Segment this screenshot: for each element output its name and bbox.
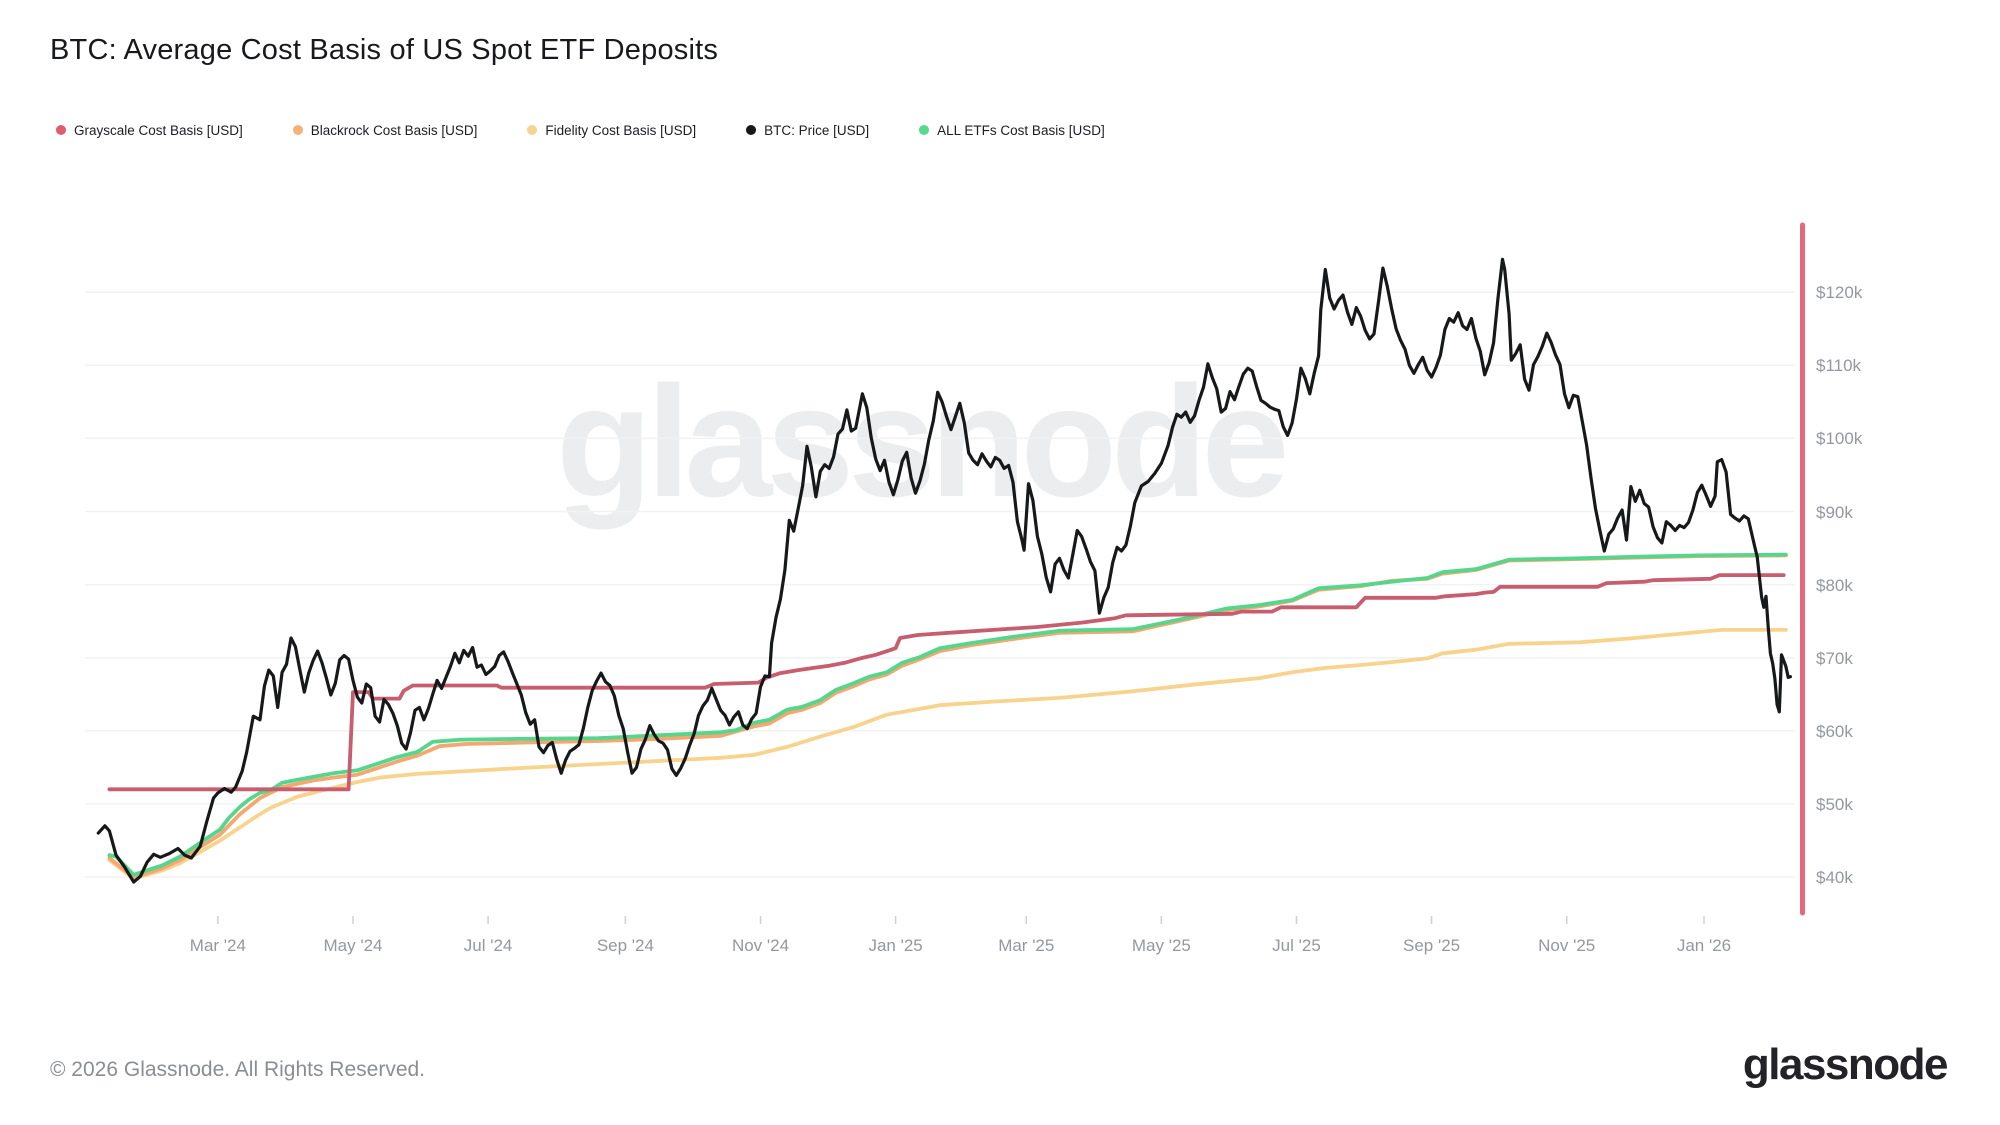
x-axis-label-Sep-24: Sep '24: [596, 936, 654, 955]
page-title: BTC: Average Cost Basis of US Spot ETF D…: [50, 34, 719, 66]
x-axis-label-Mar-24: Mar '24: [189, 936, 246, 955]
legend: Grayscale Cost Basis [USD] Blackrock Cost…: [56, 121, 1105, 139]
x-axis-label-Jan-26: Jan '26: [1676, 936, 1732, 955]
legend-label-grayscale: Grayscale Cost Basis [USD]: [74, 122, 243, 138]
glassnode-watermark: glassnode: [556, 354, 1289, 530]
y-axis-label-$40k: $40k: [1816, 868, 1853, 887]
legend-label-all_etfs: ALL ETFs Cost Basis [USD]: [937, 122, 1105, 138]
y-axis-label-$120k: $120k: [1816, 283, 1863, 303]
series-line-blackrock[interactable]: [107, 553, 1788, 880]
x-axis-label-Jan-25: Jan '25: [868, 936, 923, 955]
legend-label-fidelity: Fidelity Cost Basis [USD]: [545, 122, 697, 138]
legend-item-btc[interactable]: BTC: Price [USD]: [746, 123, 869, 138]
y-axis-label-$50k: $50k: [1816, 794, 1853, 814]
copyright-text: © 2026 Glassnode. All Rights Reserved.: [50, 1058, 426, 1081]
y-axis-label-$70k: $70k: [1816, 648, 1853, 668]
series-line-all_etfs[interactable]: [107, 552, 1788, 877]
series-line-fidelity[interactable]: [107, 628, 1788, 881]
x-axis-label-Jul-25: Jul '25: [1272, 936, 1321, 955]
y-axis-label-$80k: $80k: [1816, 575, 1853, 595]
x-axis-label-Nov-25: Nov '25: [1538, 936, 1596, 955]
y-axis-label-$100k: $100k: [1816, 429, 1863, 449]
legend-dot-btc: [746, 125, 757, 135]
legend-dot-blackrock: [292, 125, 303, 135]
legend-label-btc: BTC: Price [USD]: [764, 122, 870, 138]
x-axis-label-May-25: May '25: [1131, 936, 1191, 955]
series-line-grayscale[interactable]: [107, 573, 1786, 792]
glassnode-logo: glassnode: [1742, 1040, 1949, 1089]
y-axis-label-$90k: $90k: [1816, 502, 1853, 522]
y-axis-label-$60k: $60k: [1816, 721, 1853, 741]
legend-dot-all_etfs: [919, 125, 930, 135]
legend-label-blackrock: Blackrock Cost Basis [USD]: [310, 122, 478, 138]
y-axis-label-$110k: $110k: [1816, 356, 1862, 376]
legend-item-blackrock[interactable]: Blackrock Cost Basis [USD]: [292, 122, 478, 138]
legend-dot-fidelity: [527, 125, 538, 135]
x-axis-label-Nov-24: Nov '24: [731, 936, 790, 955]
legend-dot-grayscale: [56, 125, 66, 135]
x-axis-label-May-24: May '24: [323, 936, 383, 955]
x-axis-label-Jul-24: Jul '24: [463, 936, 513, 955]
x-axis-label-Sep-25: Sep '25: [1403, 936, 1461, 955]
legend-item-all_etfs[interactable]: ALL ETFs Cost Basis [USD]: [919, 123, 1105, 138]
legend-item-fidelity[interactable]: Fidelity Cost Basis [USD]: [527, 123, 696, 138]
series-line-btc[interactable]: [96, 257, 1792, 884]
legend-item-grayscale[interactable]: Grayscale Cost Basis [USD]: [56, 123, 243, 138]
x-axis-label-Mar-25: Mar '25: [998, 936, 1055, 955]
